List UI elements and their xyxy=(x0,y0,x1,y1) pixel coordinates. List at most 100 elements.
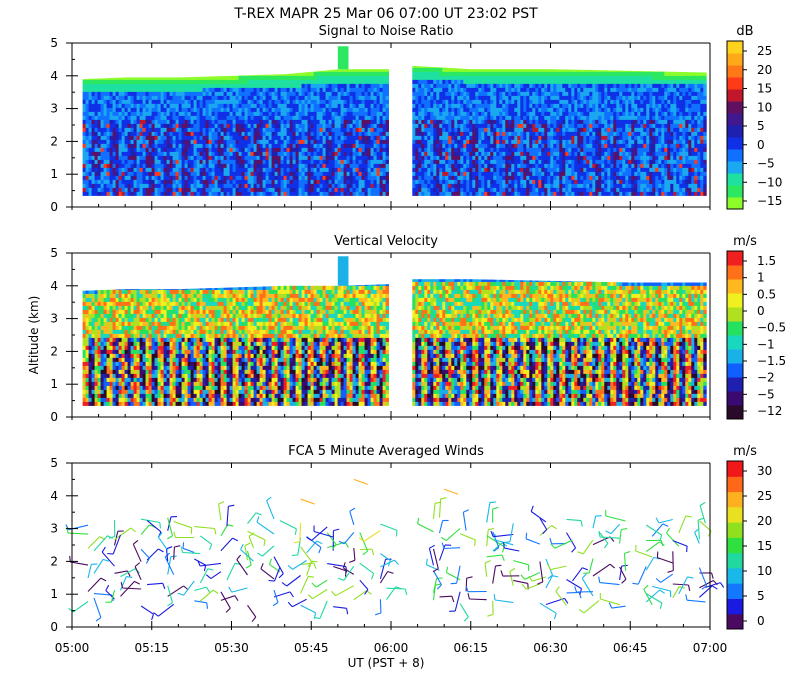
heatmap-cell xyxy=(85,131,89,136)
heatmap-cell xyxy=(430,171,434,176)
heatmap-cell xyxy=(460,91,464,96)
heatmap-cell xyxy=(562,183,566,188)
heatmap-cell xyxy=(196,167,200,172)
heatmap-cell xyxy=(199,139,203,144)
heatmap-cell xyxy=(424,139,428,144)
heatmap-cell xyxy=(343,191,347,196)
heatmap-cell xyxy=(235,131,239,136)
heatmap-cell xyxy=(310,91,314,96)
heatmap-cell xyxy=(505,151,509,156)
heatmap-cell xyxy=(121,131,125,136)
heatmap-cell xyxy=(265,107,269,112)
heatmap-cell xyxy=(298,111,302,116)
heatmap-cell xyxy=(457,143,461,148)
heatmap-cell xyxy=(205,76,209,80)
heatmap-cell xyxy=(274,115,278,120)
heatmap-cell xyxy=(178,151,182,156)
heatmap-cell xyxy=(544,79,548,84)
heatmap-cell xyxy=(373,123,377,128)
heatmap-cell xyxy=(433,191,437,196)
heatmap-cell xyxy=(514,83,518,88)
heatmap-cell xyxy=(466,167,470,172)
heatmap-cell xyxy=(214,191,218,196)
heatmap-cell xyxy=(508,119,512,124)
heatmap-cell xyxy=(466,75,470,80)
heatmap-cell xyxy=(463,83,467,88)
heatmap-cell xyxy=(115,91,119,96)
heatmap-cell xyxy=(136,167,140,172)
heatmap-cell xyxy=(346,179,350,184)
heatmap-cell xyxy=(229,147,233,152)
heatmap-cell xyxy=(547,187,551,192)
heatmap-cell xyxy=(439,175,443,180)
heatmap-cell xyxy=(565,123,569,128)
heatmap-cell xyxy=(337,69,341,72)
heatmap-cell xyxy=(136,179,140,184)
heatmap-cell xyxy=(103,131,107,136)
heatmap-cell xyxy=(544,95,548,100)
heatmap-cell xyxy=(562,123,566,128)
heatmap-cell xyxy=(466,139,470,144)
heatmap-cell xyxy=(346,167,350,172)
heatmap-cell xyxy=(292,159,296,164)
heatmap-cell xyxy=(292,127,296,132)
heatmap-cell xyxy=(523,191,527,196)
heatmap-cell xyxy=(271,183,275,188)
heatmap-cell xyxy=(583,151,587,156)
heatmap-cell xyxy=(571,123,575,128)
heatmap-cell xyxy=(514,135,518,140)
heatmap-cell xyxy=(265,75,269,80)
heatmap-cell xyxy=(208,163,212,168)
heatmap-cell xyxy=(367,171,371,176)
heatmap-cell xyxy=(82,163,86,168)
heatmap-cell xyxy=(385,159,389,164)
heatmap-cell xyxy=(139,187,143,192)
heatmap-cell xyxy=(211,119,215,124)
heatmap-cell xyxy=(100,159,104,164)
heatmap-cell xyxy=(199,87,203,92)
heatmap-cell xyxy=(370,111,374,116)
heatmap-cell xyxy=(478,91,482,96)
heatmap-cell xyxy=(580,163,584,168)
heatmap-cell xyxy=(226,95,230,100)
heatmap-cell xyxy=(433,115,437,120)
heatmap-cell xyxy=(91,99,95,104)
heatmap-cell xyxy=(289,107,293,112)
heatmap-cell xyxy=(88,87,92,92)
heatmap-cell xyxy=(283,103,287,108)
heatmap-cell xyxy=(205,103,209,108)
heatmap-cell xyxy=(325,183,329,188)
heatmap-cell xyxy=(412,127,416,132)
heatmap-cell xyxy=(163,155,167,160)
heatmap-cell xyxy=(220,175,224,180)
heatmap-cell xyxy=(127,171,131,176)
heatmap-cell xyxy=(280,187,284,192)
heatmap-cell xyxy=(550,87,554,92)
heatmap-cell xyxy=(427,143,431,148)
heatmap-cell xyxy=(382,135,386,140)
heatmap-cell xyxy=(550,71,554,76)
heatmap-cell xyxy=(502,191,506,196)
heatmap-cell xyxy=(268,175,272,180)
heatmap-cell xyxy=(256,183,260,188)
heatmap-cell xyxy=(427,187,431,192)
heatmap-cell xyxy=(133,151,137,156)
heatmap-cell xyxy=(298,187,302,192)
heatmap-cell xyxy=(343,135,347,140)
heatmap-cell xyxy=(325,115,329,120)
heatmap-cell xyxy=(229,111,233,116)
heatmap-cell xyxy=(457,183,461,188)
heatmap-cell xyxy=(124,95,128,100)
heatmap-cell xyxy=(217,179,221,184)
heatmap-cell xyxy=(559,167,563,172)
heatmap-cell xyxy=(448,167,452,172)
heatmap-cell xyxy=(82,139,86,144)
heatmap-cell xyxy=(91,175,95,180)
heatmap-cell xyxy=(244,139,248,144)
heatmap-cell xyxy=(142,131,146,136)
heatmap-cell xyxy=(109,175,113,180)
heatmap-cell xyxy=(457,79,461,84)
heatmap-cell xyxy=(415,103,419,108)
heatmap-cell xyxy=(373,131,377,136)
heatmap-cell xyxy=(448,95,452,100)
